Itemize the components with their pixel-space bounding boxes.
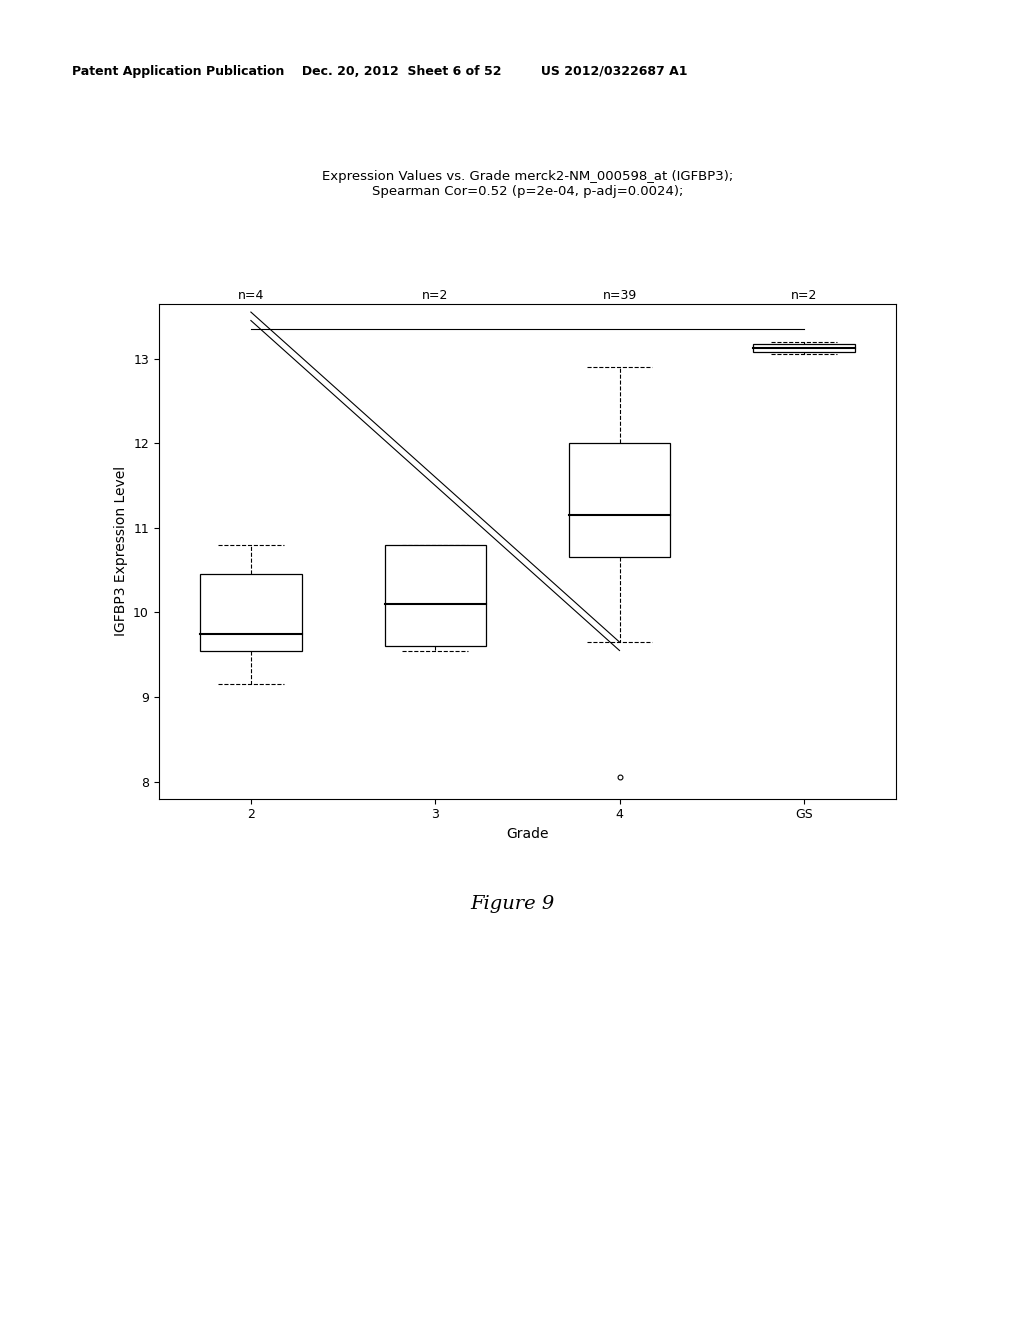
Text: Figure 9: Figure 9 (470, 895, 554, 913)
Text: Expression Values vs. Grade merck2-NM_000598_at (IGFBP3);
Spearman Cor=0.52 (p=2: Expression Values vs. Grade merck2-NM_00… (322, 170, 733, 198)
Text: n=39: n=39 (602, 289, 637, 302)
Y-axis label: IGFBP3 Expression Level: IGFBP3 Expression Level (114, 466, 128, 636)
X-axis label: Grade: Grade (506, 826, 549, 841)
Text: n=2: n=2 (791, 289, 817, 302)
Text: Patent Application Publication    Dec. 20, 2012  Sheet 6 of 52         US 2012/0: Patent Application Publication Dec. 20, … (72, 65, 687, 78)
Bar (385, 545, 486, 647)
Text: n=2: n=2 (422, 289, 449, 302)
Bar (754, 345, 855, 352)
Text: n=4: n=4 (238, 289, 264, 302)
Bar (201, 574, 301, 651)
Bar (569, 444, 671, 557)
